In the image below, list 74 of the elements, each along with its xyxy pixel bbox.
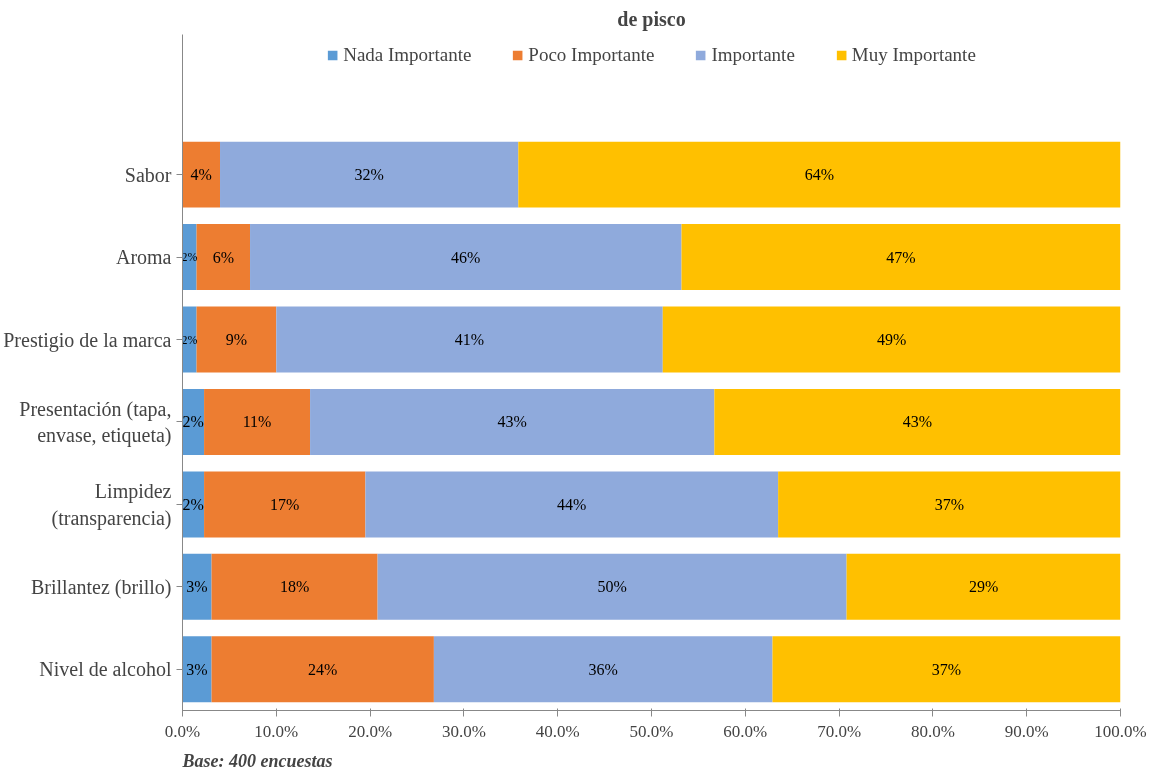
data-label: 24% xyxy=(308,660,338,678)
bar xyxy=(204,471,366,538)
bar xyxy=(250,224,682,291)
bar xyxy=(182,224,197,291)
x-tick-label: 10.0% xyxy=(254,721,299,741)
bar xyxy=(211,636,434,703)
bar xyxy=(714,388,1121,455)
data-label: 32% xyxy=(354,166,384,184)
x-tick-label: 60.0% xyxy=(723,721,768,741)
data-label: 4% xyxy=(190,166,212,184)
y-tick-label: Sabor xyxy=(124,163,172,186)
data-label: 64% xyxy=(804,166,835,184)
text: Base: 400 encuestas xyxy=(181,750,333,771)
data-label: 37% xyxy=(934,495,964,513)
bar xyxy=(182,306,197,373)
bar xyxy=(365,471,779,538)
legend-label: Nada Importante xyxy=(343,44,472,66)
y-tick-label: Limpidez (transparencia) xyxy=(51,480,172,530)
y-tick-label: Brillantez (brillo) xyxy=(30,575,172,599)
data-label: 29% xyxy=(968,578,999,596)
data-label: 47% xyxy=(886,248,916,266)
bar xyxy=(182,141,221,208)
bar xyxy=(310,388,715,455)
data-label: 18% xyxy=(279,578,310,596)
legend-label: Importante xyxy=(711,44,795,66)
x-tick-label: 50.0% xyxy=(629,721,674,741)
bar xyxy=(182,636,212,703)
data-label: 41% xyxy=(454,331,485,349)
x-tick-label: 40.0% xyxy=(535,721,580,741)
x-tick-label: 0.0% xyxy=(164,721,201,741)
data-label: 17% xyxy=(270,495,300,513)
x-tick-label: 30.0% xyxy=(441,721,486,741)
bar xyxy=(662,306,1121,373)
bar xyxy=(204,388,311,455)
bar xyxy=(772,636,1121,703)
bar xyxy=(377,553,847,620)
data-label: 2% xyxy=(182,495,204,513)
bar xyxy=(778,471,1121,538)
legend-label: Poco Importante xyxy=(528,44,655,66)
data-label: 43% xyxy=(497,413,527,431)
y-tick-label: Nivel de alcohol xyxy=(39,658,172,681)
data-label: 6% xyxy=(212,248,234,266)
x-tick-label: 80.0% xyxy=(910,721,955,741)
x-tick-label: 20.0% xyxy=(348,721,393,741)
data-label: 36% xyxy=(588,660,618,678)
data-label: 11% xyxy=(242,413,272,431)
data-label: 44% xyxy=(557,495,587,513)
data-label: 50% xyxy=(597,578,627,596)
bar xyxy=(196,224,251,291)
y-tick-label: Aroma xyxy=(115,246,172,269)
x-tick-label: 90.0% xyxy=(1004,721,1049,741)
bar xyxy=(276,306,663,373)
data-label: 43% xyxy=(902,413,933,431)
data-label: 3% xyxy=(186,660,208,678)
bar xyxy=(681,224,1121,291)
y-tick-label: Presentación (tapa, envase, etiqueta) xyxy=(19,397,172,448)
x-tick-label: 70.0% xyxy=(817,721,862,741)
chart-title: de pisco xyxy=(617,7,686,31)
bar xyxy=(846,553,1121,620)
x-tick-label: 100.0% xyxy=(1094,721,1147,741)
y-tick-label: Prestigio de la marca xyxy=(3,328,172,352)
bar xyxy=(220,141,519,208)
bar xyxy=(182,553,212,620)
data-label: 37% xyxy=(931,660,962,678)
data-label: 49% xyxy=(876,331,907,349)
data-label: 3% xyxy=(186,578,208,596)
bar xyxy=(518,141,1121,208)
data-label: 2% xyxy=(182,413,204,431)
data-label: 9% xyxy=(225,331,248,349)
bar xyxy=(211,553,378,620)
data-label: 46% xyxy=(451,248,481,266)
bar xyxy=(433,636,773,703)
legend-label: Muy Importante xyxy=(851,44,976,66)
bar xyxy=(196,306,277,373)
